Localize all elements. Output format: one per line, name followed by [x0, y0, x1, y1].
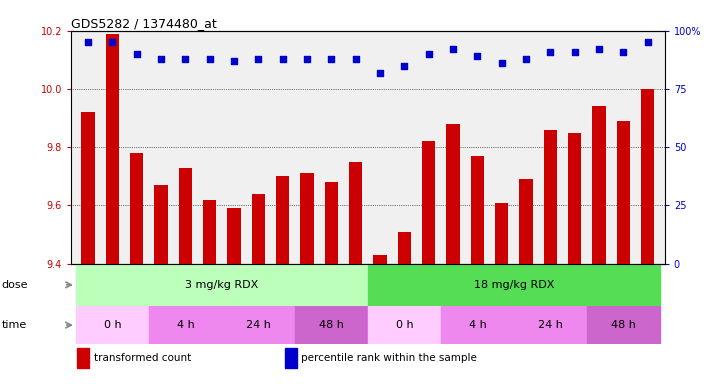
Bar	[222, 306, 295, 344]
Point	[642, 39, 653, 45]
Point	[545, 49, 556, 55]
Point	[594, 46, 605, 53]
Bar	[587, 306, 660, 344]
Point	[204, 56, 215, 62]
Text: 48 h: 48 h	[611, 320, 636, 330]
Bar	[295, 306, 368, 344]
Bar	[178, 167, 192, 264]
Text: 4 h: 4 h	[469, 320, 486, 330]
Text: percentile rank within the sample: percentile rank within the sample	[301, 353, 477, 363]
Text: time: time	[1, 320, 27, 330]
Bar	[130, 153, 144, 264]
Text: dose: dose	[1, 280, 28, 290]
Bar	[422, 141, 435, 264]
Point	[375, 70, 386, 76]
Text: 18 mg/kg RDX: 18 mg/kg RDX	[474, 280, 554, 290]
Text: GDS5282 / 1374480_at: GDS5282 / 1374480_at	[71, 17, 217, 30]
Point	[350, 56, 361, 62]
Text: 3 mg/kg RDX: 3 mg/kg RDX	[186, 280, 259, 290]
Point	[180, 56, 191, 62]
Bar	[514, 306, 587, 344]
Point	[82, 39, 94, 45]
Bar	[252, 194, 265, 264]
Bar	[77, 348, 89, 367]
Bar	[447, 124, 460, 264]
Bar	[285, 348, 296, 367]
Bar	[544, 130, 557, 264]
Bar	[368, 306, 441, 344]
Point	[520, 56, 532, 62]
Bar	[106, 34, 119, 264]
Point	[228, 58, 240, 64]
Bar	[301, 174, 314, 264]
Bar	[325, 182, 338, 264]
Bar	[616, 121, 630, 264]
Bar	[397, 232, 411, 264]
Point	[156, 56, 167, 62]
Bar	[471, 156, 484, 264]
Point	[326, 56, 337, 62]
Bar	[76, 306, 149, 344]
Text: transformed count: transformed count	[94, 353, 191, 363]
Text: 0 h: 0 h	[104, 320, 122, 330]
Bar	[154, 185, 168, 264]
Text: 0 h: 0 h	[395, 320, 413, 330]
Point	[496, 60, 508, 66]
Point	[277, 56, 289, 62]
Bar	[228, 209, 241, 264]
Text: 4 h: 4 h	[176, 320, 194, 330]
Point	[107, 39, 118, 45]
Bar	[82, 112, 95, 264]
Bar	[349, 162, 363, 264]
Bar	[76, 264, 368, 306]
Bar	[441, 306, 514, 344]
Bar	[276, 176, 289, 264]
Bar	[592, 106, 606, 264]
Bar	[373, 255, 387, 264]
Point	[301, 56, 313, 62]
Point	[131, 51, 142, 57]
Bar	[568, 132, 582, 264]
Bar	[641, 89, 654, 264]
Point	[569, 49, 580, 55]
Bar	[149, 306, 222, 344]
Bar	[495, 202, 508, 264]
Bar	[203, 200, 216, 264]
Text: 24 h: 24 h	[538, 320, 563, 330]
Point	[618, 49, 629, 55]
Point	[447, 46, 459, 53]
Point	[423, 51, 434, 57]
Bar	[520, 179, 533, 264]
Point	[399, 63, 410, 69]
Bar	[368, 264, 660, 306]
Point	[471, 53, 483, 60]
Text: 48 h: 48 h	[319, 320, 344, 330]
Text: 24 h: 24 h	[246, 320, 271, 330]
Point	[253, 56, 264, 62]
